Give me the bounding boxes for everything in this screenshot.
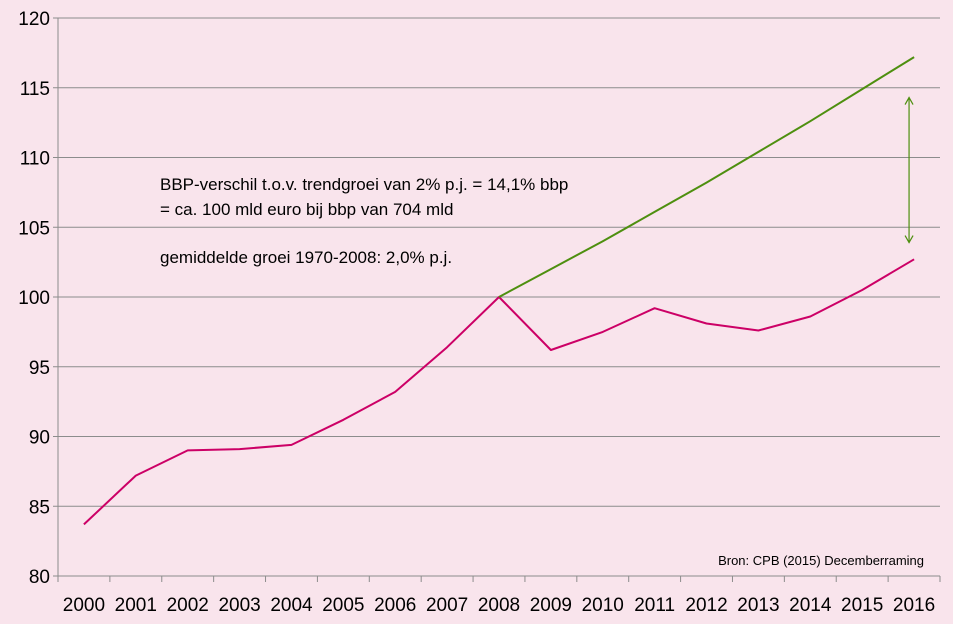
gap-arrow-head-top: [904, 96, 914, 105]
data-point: [808, 315, 812, 319]
y-tick-label: 80: [29, 567, 50, 588]
data-point: [601, 330, 605, 334]
data-point: [134, 474, 138, 478]
x-tick-label: 2014: [789, 595, 832, 616]
y-tick-label: 120: [18, 9, 50, 30]
x-tick-label: 2001: [115, 595, 157, 616]
data-point: [912, 257, 916, 261]
data-point: [549, 348, 553, 352]
annotation-average-growth: gemiddelde groei 1970-2008: 2,0% p.j.: [160, 248, 452, 267]
data-point: [341, 418, 345, 422]
data-point: [393, 390, 397, 394]
data-point: [238, 447, 242, 451]
y-tick-label: 105: [18, 218, 50, 239]
data-point: [289, 443, 293, 447]
x-tick-label: 2016: [893, 595, 935, 616]
annotation-gap-euro: = ca. 100 mld euro bij bbp van 704 mld: [160, 200, 453, 219]
series-lines: [82, 55, 916, 526]
x-tick-label: 2012: [685, 595, 727, 616]
gridlines: [58, 17, 940, 507]
data-point: [860, 288, 864, 292]
y-tick-label: 90: [29, 428, 50, 449]
x-tick-label: 2011: [634, 595, 675, 616]
gap-arrow-head-bottom: [904, 235, 914, 244]
x-tick-label: 2007: [426, 595, 468, 616]
source-note: Bron: CPB (2015) Decemberraming: [718, 553, 924, 568]
x-tick-label: 2009: [530, 595, 572, 616]
x-tick-label: 2002: [167, 595, 209, 616]
series-line-0: [83, 258, 915, 526]
series-line-1: [498, 56, 915, 298]
y-tick-labels: 80 85 90 95 100 105 110 115 120: [18, 9, 50, 588]
x-tick-label: 2005: [322, 595, 364, 616]
data-point: [186, 448, 190, 452]
data-point: [653, 210, 657, 214]
x-tick-label: 2006: [374, 595, 416, 616]
y-tick-label: 100: [18, 288, 50, 309]
x-tick-label: 2000: [63, 595, 105, 616]
data-point: [705, 181, 709, 185]
data-point: [705, 322, 709, 326]
data-point: [445, 345, 449, 349]
x-tick-label: 2003: [218, 595, 260, 616]
x-tick-label: 2013: [737, 595, 779, 616]
data-point: [653, 306, 657, 310]
y-tick-label: 85: [29, 497, 50, 518]
x-tick-label: 2008: [478, 595, 520, 616]
y-tick-label: 110: [20, 149, 50, 170]
data-point: [82, 522, 86, 526]
data-point: [756, 150, 760, 154]
data-point: [549, 267, 553, 271]
x-tick-label: 2004: [270, 595, 313, 616]
x-tick-label: 2010: [582, 595, 624, 616]
data-point: [860, 87, 864, 91]
data-point: [912, 55, 916, 59]
data-point: [497, 295, 501, 299]
x-tick-label: 2015: [841, 595, 883, 616]
axes: [53, 17, 941, 582]
gap-arrow: [904, 96, 914, 244]
data-point: [756, 328, 760, 332]
y-tick-label: 95: [29, 358, 50, 379]
annotation-gap-difference: BBP-verschil t.o.v. trendgroei van 2% p.…: [160, 175, 568, 194]
data-point: [601, 239, 605, 243]
data-point: [808, 119, 812, 123]
y-tick-label: 115: [20, 79, 50, 100]
x-tick-labels: 2000 2001 2002 2003 2004 2005 2006 2007 2008 2009…: [63, 595, 935, 616]
